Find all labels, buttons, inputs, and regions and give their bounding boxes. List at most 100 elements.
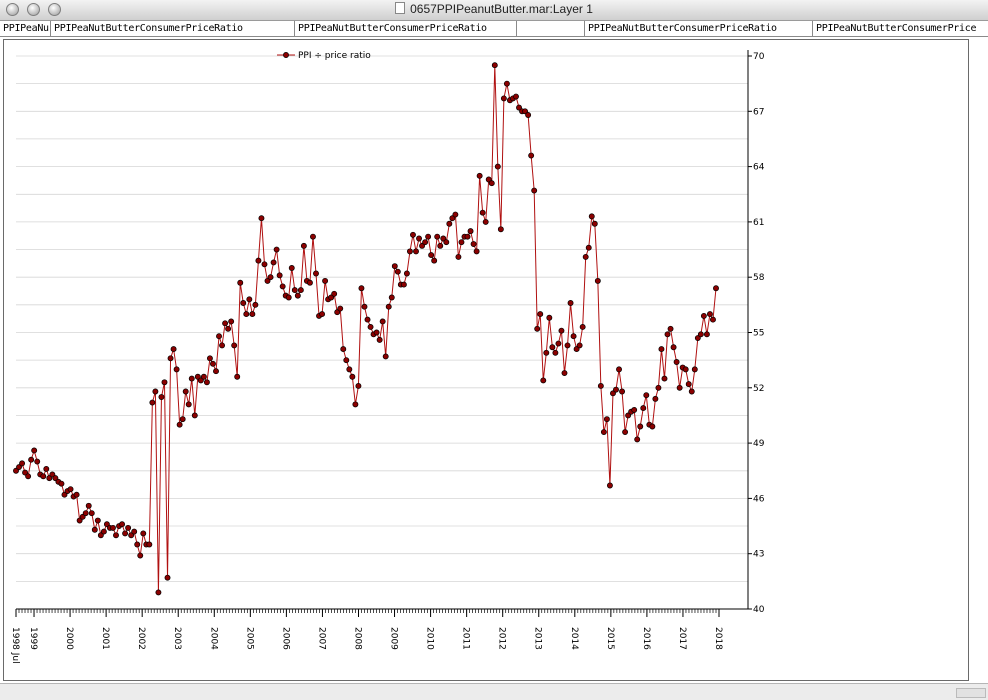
- data-point: [485, 176, 492, 183]
- data-point: [552, 349, 559, 356]
- data-point: [97, 532, 104, 539]
- minimize-window-button[interactable]: [27, 3, 40, 16]
- data-point: [706, 311, 713, 318]
- data-point: [406, 248, 413, 255]
- data-point: [537, 311, 544, 318]
- data-point: [570, 333, 577, 340]
- data-point: [655, 384, 662, 391]
- data-point: [13, 467, 19, 474]
- data-point: [88, 510, 95, 517]
- data-point: [616, 366, 622, 373]
- column-tab-2[interactable]: PPIPeaNutButterConsumerPriceRatio: [51, 21, 295, 36]
- data-point: [294, 292, 301, 299]
- data-point: [440, 235, 447, 242]
- data-point: [394, 268, 401, 275]
- data-point: [376, 336, 383, 343]
- data-point: [297, 287, 304, 294]
- y-tick-label: 61: [753, 218, 764, 228]
- data-point: [91, 526, 98, 533]
- data-point: [279, 283, 286, 290]
- data-point: [431, 257, 438, 264]
- data-point: [373, 329, 380, 336]
- column-tab-3[interactable]: PPIPeaNutButterConsumerPriceRatio: [295, 21, 517, 36]
- data-point: [273, 246, 280, 253]
- data-point: [31, 447, 38, 454]
- right-margin: [970, 37, 988, 683]
- series-line: [15, 65, 717, 593]
- data-point: [264, 277, 271, 284]
- column-tab-5[interactable]: PPIPeaNutButterConsumerPriceRatio: [585, 21, 813, 36]
- data-point: [676, 384, 683, 391]
- data-point: [564, 342, 571, 349]
- data-point: [434, 233, 441, 240]
- data-point: [685, 381, 692, 388]
- data-point: [200, 373, 207, 380]
- data-point: [276, 272, 283, 279]
- data-point: [479, 209, 486, 216]
- x-tick-label: 2002: [136, 627, 146, 650]
- data-point: [179, 416, 186, 423]
- data-point: [534, 325, 541, 332]
- data-point: [367, 324, 374, 330]
- data-point: [555, 340, 562, 347]
- y-tick-label: 46: [753, 494, 765, 504]
- data-point: [673, 359, 680, 365]
- data-point: [664, 331, 671, 338]
- data-point: [246, 296, 253, 303]
- data-point: [361, 303, 368, 310]
- data-point: [600, 429, 607, 435]
- data-point: [452, 211, 459, 218]
- data-point: [488, 180, 495, 187]
- data-point: [667, 325, 674, 332]
- column-tab-4[interactable]: [517, 21, 585, 36]
- data-point: [158, 394, 165, 400]
- data-point: [176, 421, 183, 428]
- y-tick-label: 64: [753, 163, 765, 173]
- data-point: [182, 388, 189, 395]
- data-point: [258, 215, 265, 222]
- y-tick-label: 67: [753, 107, 764, 117]
- data-point: [137, 552, 144, 559]
- data-point: [443, 239, 450, 246]
- x-tick-label: 2010: [425, 627, 435, 650]
- data-point: [82, 510, 89, 517]
- data-point: [191, 412, 198, 419]
- data-point: [140, 530, 147, 537]
- data-point: [670, 344, 677, 351]
- x-tick-label: 1999: [28, 627, 38, 650]
- window-title-container: 0657PPIPeanutButter.mar:Layer 1: [0, 2, 988, 16]
- x-tick-label: 2008: [352, 627, 362, 650]
- data-point: [355, 383, 362, 389]
- y-tick-label: 70: [753, 52, 765, 62]
- column-tab-1[interactable]: PPIPeaNu: [0, 21, 51, 36]
- data-point: [128, 532, 135, 539]
- data-point: [637, 423, 644, 430]
- resize-grip[interactable]: [956, 688, 986, 698]
- zoom-window-button[interactable]: [48, 3, 61, 16]
- data-point: [34, 458, 41, 465]
- data-point: [603, 416, 610, 423]
- data-point: [249, 311, 256, 318]
- close-window-button[interactable]: [6, 3, 19, 16]
- x-tick-label: 2017: [677, 627, 687, 650]
- chart-frame: [0, 37, 988, 699]
- data-point: [691, 366, 698, 373]
- data-point: [543, 349, 550, 356]
- data-point: [170, 346, 177, 353]
- data-point: [476, 172, 483, 179]
- x-tick-label: 2006: [280, 627, 290, 650]
- data-point: [631, 406, 638, 413]
- data-point: [194, 373, 201, 380]
- data-point: [285, 294, 292, 301]
- y-tick-label: 43: [753, 550, 764, 560]
- data-point: [710, 316, 716, 323]
- data-point: [231, 342, 238, 349]
- data-point: [437, 242, 444, 249]
- column-tab-6[interactable]: PPIPeaNutButterConsumerPrice: [816, 23, 977, 34]
- data-point: [503, 80, 510, 87]
- data-point: [185, 401, 192, 408]
- data-point: [525, 112, 532, 118]
- x-tick-label: 2007: [316, 627, 326, 650]
- chart-border: [3, 39, 969, 681]
- x-tick-label: 1998 Jul: [10, 627, 20, 664]
